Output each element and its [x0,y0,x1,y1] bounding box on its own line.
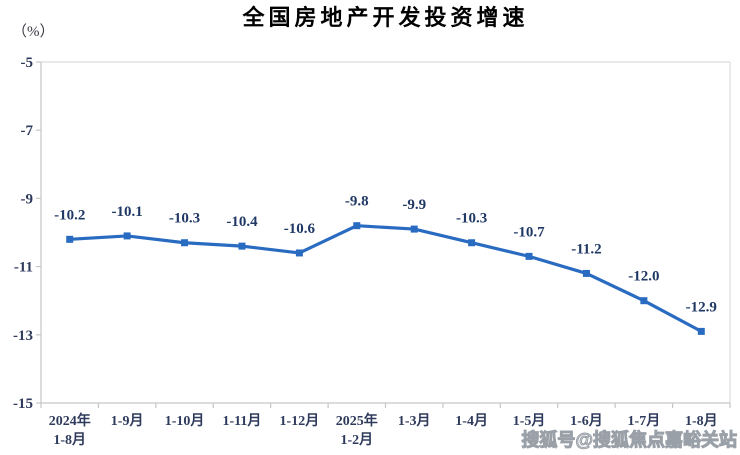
data-point-marker [353,222,361,230]
x-axis-label: 1-10月 [165,413,205,429]
data-label: -9.8 [345,194,369,210]
data-label: -10.7 [513,224,545,240]
y-axis-tick-label: -13 [13,328,33,344]
data-point-marker [66,235,74,243]
data-label: -12.9 [686,299,717,315]
data-label: -10.6 [284,221,316,237]
y-axis-tick-label: -11 [14,260,33,276]
x-axis-label: 1-9月 [111,413,144,429]
y-axis-tick-label: -15 [13,396,33,412]
x-axis-label: 1-11月 [223,413,262,429]
data-point-marker [525,252,533,260]
y-axis-tick-label: -9 [21,191,34,207]
data-label: -9.9 [402,197,426,213]
data-point-marker [295,249,303,257]
x-axis-label: 1-7月 [628,413,661,429]
data-point-marker [123,232,131,240]
data-label: -12.0 [628,269,659,285]
watermark: 搜狐号@搜狐焦点嘉峪关站 [521,430,738,451]
x-axis-label: 2025年 1-2月 [336,412,378,448]
series-line [68,224,703,333]
y-axis-tick-label: -5 [21,55,34,71]
x-axis-label: 1-6月 [570,413,603,429]
x-axis-label: 1-5月 [513,413,546,429]
x-axis-label: 1-4月 [455,413,488,429]
x-axis-label: 2024年 1-8月 [49,412,91,448]
data-label: -11.2 [571,241,601,257]
data-label: -10.4 [226,214,258,230]
data-point-marker [582,269,590,277]
y-axis-tick-label: -7 [21,123,34,139]
data-point-marker [410,225,418,233]
data-point-marker [640,297,648,305]
data-point-marker [181,239,189,247]
x-axis-label: 1-3月 [398,413,431,429]
data-point-marker [468,239,476,247]
x-axis-label: 1-8月 [685,413,718,429]
data-label: -10.3 [169,211,200,227]
data-label: -10.1 [112,204,143,220]
data-point-marker [697,327,705,335]
x-axis-label: 1-12月 [280,413,320,429]
data-label: -10.3 [456,211,487,227]
y-axis-unit-label: （%） [12,24,55,40]
data-point-marker [238,242,246,250]
data-label: -10.2 [54,207,85,223]
chart-title: 全国房地产开发投资增速 [242,5,529,30]
